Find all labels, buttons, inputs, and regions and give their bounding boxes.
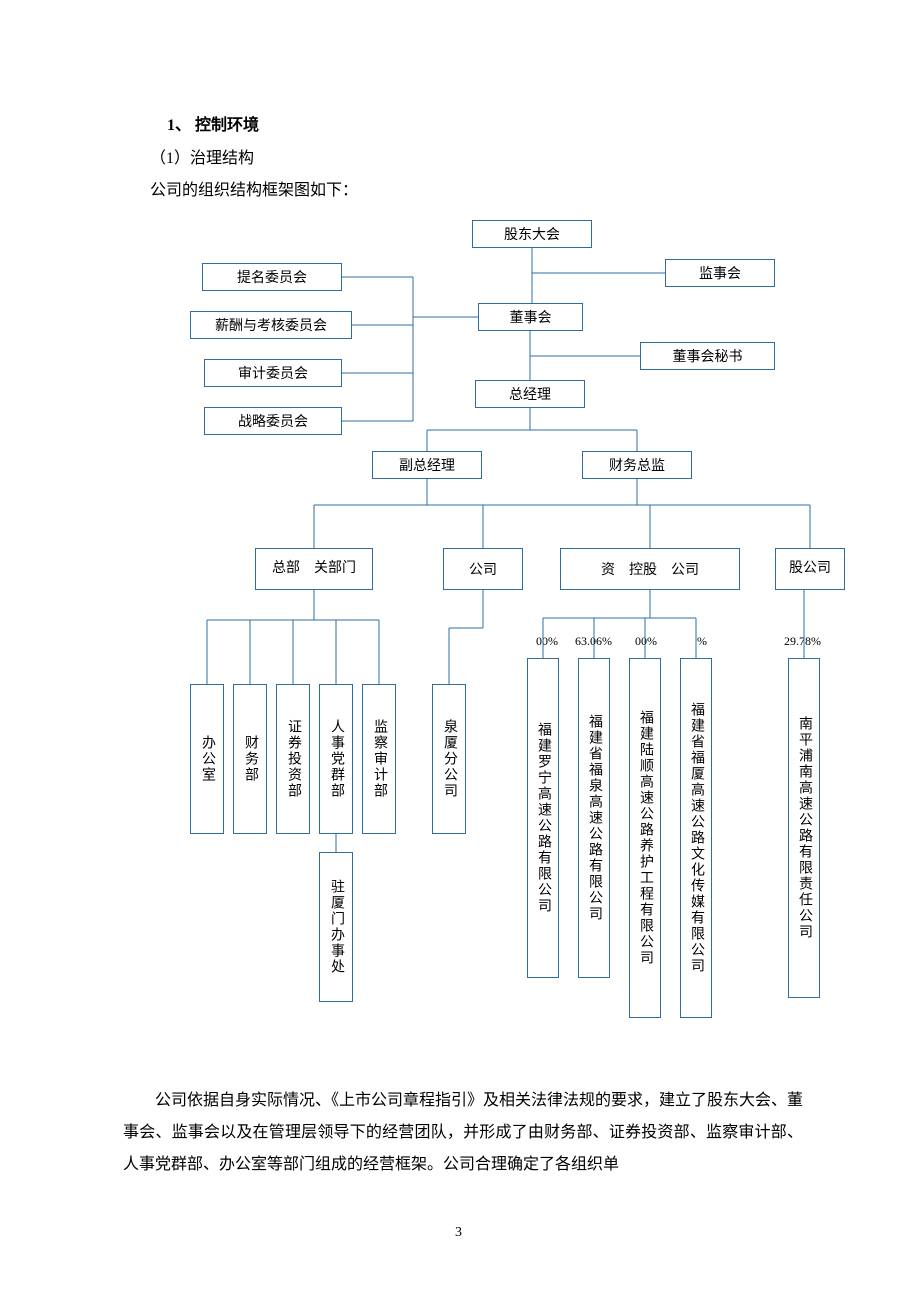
node-general-manager: 总经理 bbox=[475, 380, 585, 408]
node-finance-dept: 财务部 bbox=[233, 684, 267, 834]
node-supervisory-board: 监事会 bbox=[665, 259, 775, 287]
node-deputy-gm: 副总经理 bbox=[372, 451, 482, 479]
node-office: 办公室 bbox=[190, 684, 224, 834]
node-fj-fuquan-expressway: 福建省福泉高速公路有限公司 bbox=[578, 658, 610, 978]
section-heading-1: 1、 控制环境 bbox=[167, 111, 259, 135]
node-securities-investment-dept: 证券投资部 bbox=[276, 684, 310, 834]
ownership-percent-4: % bbox=[697, 634, 707, 649]
ownership-percent-5: 29.78% bbox=[784, 634, 821, 649]
node-remuneration-committee: 薪酬与考核委员会 bbox=[190, 311, 352, 339]
node-supervision-audit-dept: 监察审计部 bbox=[362, 684, 396, 834]
node-fj-luoning-expressway: 福建罗宁高速公路有限公司 bbox=[527, 658, 559, 978]
sub-heading-1: （1）治理结构 bbox=[150, 143, 254, 175]
node-holding-companies: 资 控股 公司 bbox=[560, 548, 740, 590]
node-hr-party-dept: 人事党群部 bbox=[319, 684, 353, 834]
body-paragraph: 公司依据自身实际情况、《上市公司章程指引》及相关法律法规的要求，建立了股东大会、… bbox=[123, 1085, 803, 1181]
node-fj-fuxia-culture-media: 福建省福厦高速公路文化传媒有限公司 bbox=[680, 658, 712, 1018]
node-nomination-committee: 提名委员会 bbox=[202, 263, 342, 291]
node-audit-committee: 审计委员会 bbox=[204, 359, 342, 387]
ownership-percent-1: 00% bbox=[536, 634, 558, 649]
node-company: 公司 bbox=[443, 548, 523, 590]
node-board-of-directors: 董事会 bbox=[478, 303, 583, 331]
node-nanping-punan-expressway: 南平浦南高速公路有限责任公司 bbox=[788, 658, 820, 998]
ownership-percent-2: 63.06% bbox=[575, 634, 612, 649]
node-cfo: 财务总监 bbox=[582, 451, 692, 479]
node-fj-lushun-maintenance: 福建陆顺高速公路养护工程有限公司 bbox=[629, 658, 661, 1018]
node-headquarters-depts: 总部 关部门 bbox=[255, 548, 373, 590]
caption-text: 公司的组织结构框架图如下： bbox=[150, 175, 358, 207]
document-page: 1、 控制环境 （1）治理结构 公司的组织结构框架图如下： 股东大会 监事会 董… bbox=[0, 0, 920, 1301]
node-strategy-committee: 战略委员会 bbox=[204, 407, 342, 435]
ownership-percent-3: 00% bbox=[635, 634, 657, 649]
node-shareholders-meeting: 股东大会 bbox=[472, 220, 592, 248]
page-number: 3 bbox=[455, 1225, 462, 1241]
node-equity-company: 股公司 bbox=[775, 548, 845, 590]
node-xiamen-office: 驻厦门办事处 bbox=[319, 852, 353, 1002]
node-quanxia-branch: 泉厦分公司 bbox=[432, 684, 466, 834]
node-board-secretary: 董事会秘书 bbox=[640, 342, 775, 370]
